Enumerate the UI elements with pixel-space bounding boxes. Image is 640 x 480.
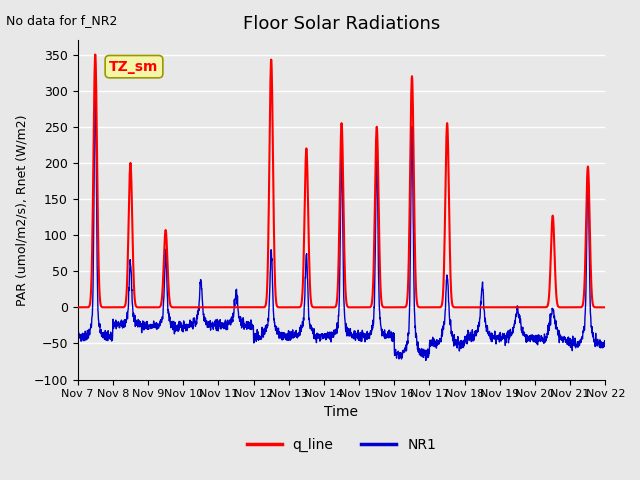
X-axis label: Time: Time bbox=[324, 405, 358, 419]
Text: No data for f_NR2: No data for f_NR2 bbox=[6, 14, 118, 27]
Legend: q_line, NR1: q_line, NR1 bbox=[241, 432, 442, 457]
Text: TZ_sm: TZ_sm bbox=[109, 60, 159, 73]
Y-axis label: PAR (umol/m2/s), Rnet (W/m2): PAR (umol/m2/s), Rnet (W/m2) bbox=[15, 114, 28, 306]
Title: Floor Solar Radiations: Floor Solar Radiations bbox=[243, 15, 440, 33]
